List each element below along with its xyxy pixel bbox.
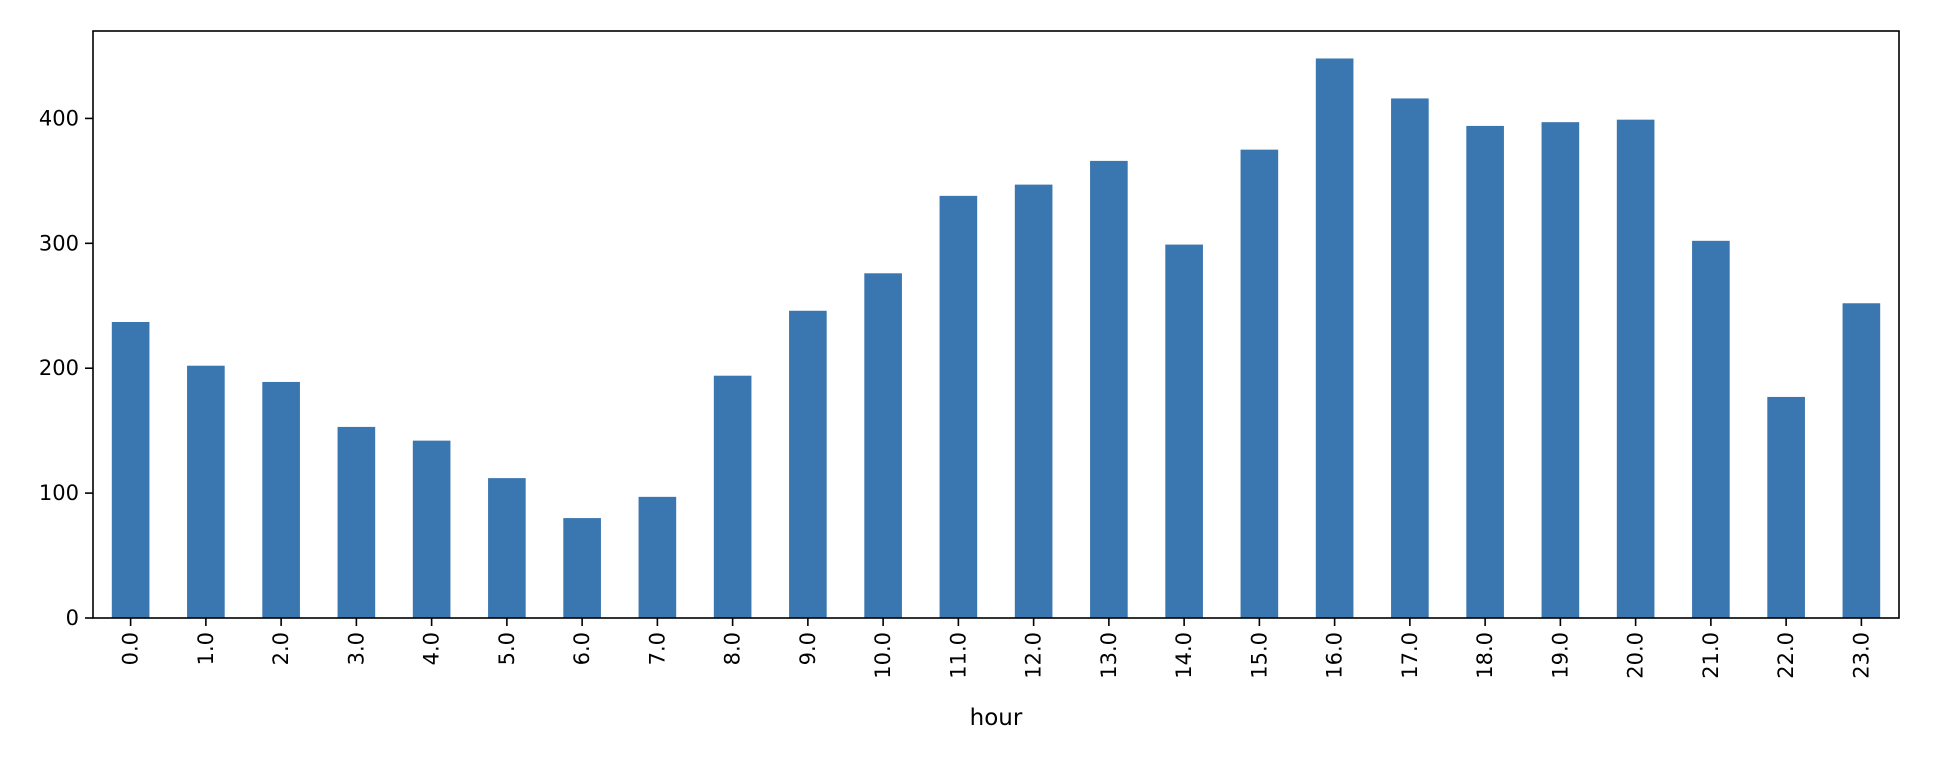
x-tick-label: 13.0: [1097, 632, 1121, 679]
x-tick-label: 5.0: [495, 632, 519, 665]
bar-12.0: [1014, 184, 1053, 619]
y-tick-label: 0: [66, 606, 79, 630]
x-tick-label: 18.0: [1473, 632, 1497, 679]
bar-4.0: [412, 440, 451, 618]
x-tick-label: 0.0: [119, 632, 143, 665]
x-tick-label: 17.0: [1398, 632, 1422, 679]
bar-23.0: [1842, 303, 1881, 618]
bar-16.0: [1315, 58, 1354, 618]
bar-17.0: [1391, 98, 1429, 618]
bar-1.0: [187, 365, 225, 618]
bar-13.0: [1090, 160, 1128, 619]
bar-6.0: [563, 518, 601, 618]
bars-layer: [111, 58, 1881, 619]
x-tick-label: 15.0: [1247, 632, 1271, 679]
bar-9.0: [789, 310, 827, 618]
x-tick-label: 4.0: [420, 632, 444, 665]
bar-20.0: [1616, 119, 1655, 618]
bar-11.0: [939, 195, 978, 619]
x-tick-label: 8.0: [721, 632, 745, 665]
x-tick-label: 20.0: [1624, 632, 1648, 679]
bar-18.0: [1466, 125, 1504, 618]
bar-7.0: [638, 496, 677, 618]
x-tick-label: 3.0: [344, 632, 368, 665]
y-axis: 0 100 200 300 400: [39, 106, 93, 630]
x-tick-label: 14.0: [1172, 632, 1196, 679]
x-tick-label: 23.0: [1849, 632, 1873, 679]
bar-22.0: [1767, 396, 1805, 618]
y-tick-label: 200: [39, 356, 79, 380]
y-tick-label: 300: [39, 231, 79, 255]
x-tick-label: 22.0: [1774, 632, 1798, 679]
bar-14.0: [1165, 244, 1203, 618]
x-axis: 0.0 1.0 2.0 3.0 4.0 5.0 6.0 7.0 8.0 9.0 10.0 11.0 12…: [119, 618, 1873, 679]
x-tick-label: 16.0: [1323, 632, 1347, 679]
bar-5.0: [488, 478, 526, 618]
y-tick-label: 400: [39, 106, 79, 130]
bar-8.0: [713, 375, 752, 618]
bar-21.0: [1692, 240, 1730, 618]
bar-19.0: [1541, 122, 1580, 619]
plot-frame: [92, 30, 1900, 619]
x-tick-label: 7.0: [645, 632, 669, 665]
x-axis-label: hour: [970, 705, 1023, 731]
bar-15.0: [1240, 149, 1279, 619]
x-tick-label: 9.0: [796, 632, 820, 665]
x-tick-label: 6.0: [570, 632, 594, 665]
x-tick-label: 19.0: [1548, 632, 1572, 679]
x-tick-label: 21.0: [1699, 632, 1723, 679]
bar-0.0: [111, 322, 150, 618]
bar-2.0: [262, 381, 300, 618]
x-tick-label: 10.0: [871, 632, 895, 679]
x-tick-label: 1.0: [194, 632, 218, 665]
y-tick-label: 100: [39, 481, 79, 505]
bar-10.0: [864, 273, 902, 618]
x-tick-label: 2.0: [269, 632, 293, 665]
x-tick-label: 12.0: [1022, 632, 1046, 679]
x-tick-label: 11.0: [946, 632, 970, 679]
bar-3.0: [337, 426, 376, 618]
